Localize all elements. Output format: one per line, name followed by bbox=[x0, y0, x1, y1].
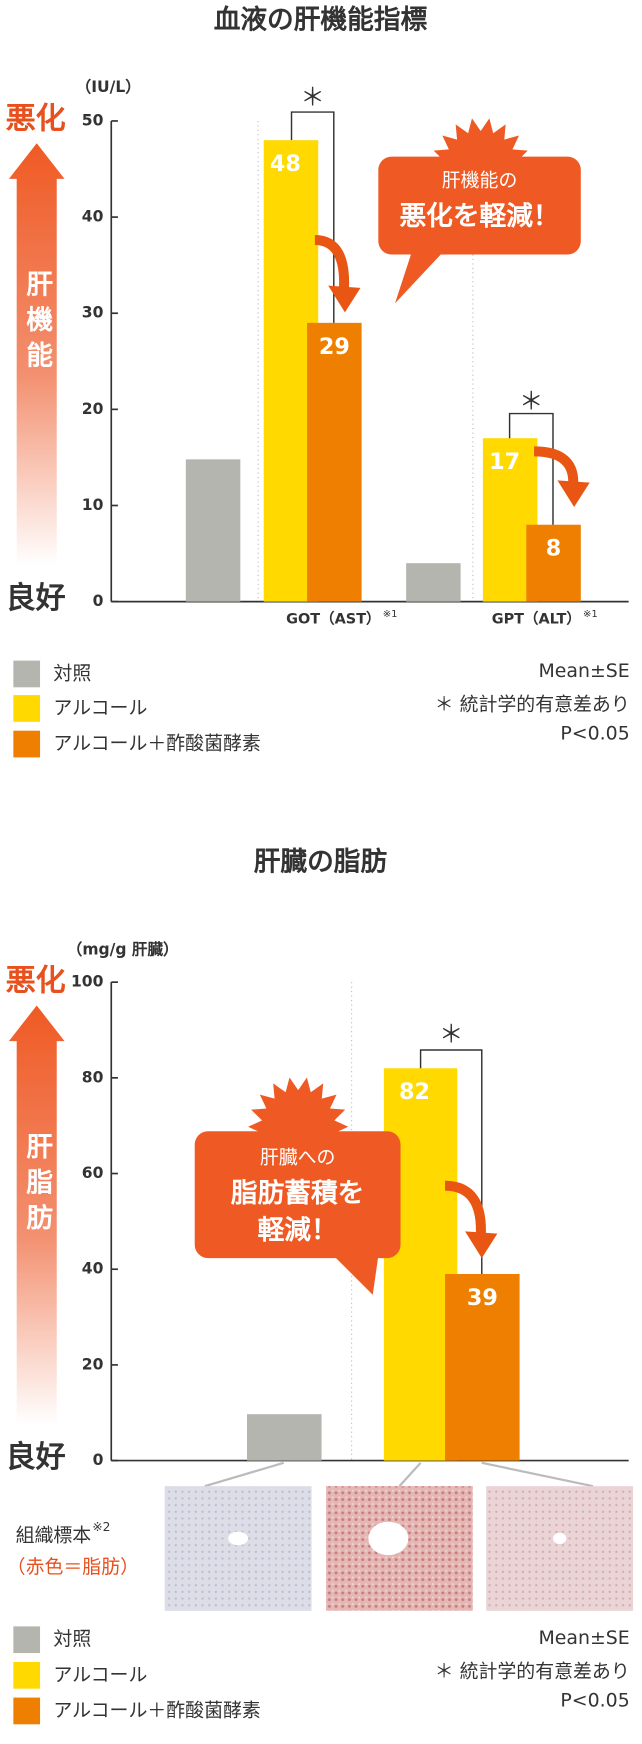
callout-tail bbox=[333, 1255, 379, 1295]
significance-mark: ＊ bbox=[519, 386, 543, 415]
significance-mark: ＊ bbox=[439, 1020, 463, 1049]
callout-text: 軽減！ bbox=[258, 1215, 338, 1246]
decrease-arrow bbox=[444, 1180, 486, 1239]
note: ＊ 統計学的有意差あり bbox=[435, 694, 630, 716]
legend-swatch bbox=[13, 730, 41, 758]
unit-label: （IU/L） bbox=[76, 78, 141, 96]
decrease-arrowhead bbox=[465, 1231, 498, 1259]
y-tick-label: 50 bbox=[82, 111, 104, 129]
legend-swatch bbox=[13, 1661, 41, 1689]
y-tick-label: 80 bbox=[82, 1068, 104, 1086]
x-tick-label: GPT（ALT） bbox=[492, 609, 581, 627]
y-tick-label: 30 bbox=[82, 304, 104, 322]
value-label: 17 bbox=[489, 449, 520, 475]
legend-label: アルコール＋酢酸菌酵素 bbox=[53, 1699, 260, 1721]
decrease-arrow bbox=[533, 446, 579, 488]
bar bbox=[445, 1274, 520, 1461]
value-label: 8 bbox=[546, 536, 561, 562]
y-tick-label: 40 bbox=[82, 208, 104, 226]
bar bbox=[185, 459, 241, 602]
callout-text: 悪化を軽減！ bbox=[399, 201, 559, 232]
value-label: 48 bbox=[270, 151, 301, 177]
note: P<0.05 bbox=[560, 723, 629, 745]
legend-label: 対照 bbox=[53, 662, 91, 684]
legend-label: アルコール＋酢酸菌酵素 bbox=[53, 733, 260, 755]
bar bbox=[406, 563, 461, 602]
note: ＊ 統計学的有意差あり bbox=[435, 1660, 630, 1682]
legend-swatch bbox=[13, 1697, 41, 1725]
scale-bottom: 良好 bbox=[6, 581, 66, 616]
x-tick-label: GOT（AST） bbox=[286, 609, 380, 627]
bar bbox=[247, 1414, 322, 1461]
legend-label: アルコール bbox=[53, 1664, 147, 1686]
note: P<0.05 bbox=[560, 1689, 629, 1711]
significance-bracket bbox=[419, 1049, 483, 1275]
specimen-connector bbox=[481, 1461, 594, 1488]
scale-label: 肝脂肪 bbox=[21, 1132, 52, 1239]
note: Mean±SE bbox=[538, 660, 629, 682]
legend-swatch bbox=[13, 1626, 41, 1654]
bar bbox=[526, 524, 581, 602]
scale-arrow bbox=[8, 1005, 65, 1425]
note: Mean±SE bbox=[538, 1627, 629, 1649]
legend-swatch bbox=[13, 695, 41, 722]
y-tick-label: 20 bbox=[82, 1355, 104, 1373]
scale-label: 肝機能 bbox=[21, 270, 52, 377]
specimen-connector bbox=[398, 1462, 422, 1487]
value-label: 39 bbox=[467, 1285, 498, 1311]
value-label: 82 bbox=[399, 1079, 430, 1105]
specimen-note: ※2 bbox=[92, 1520, 110, 1534]
specimen-image bbox=[164, 1486, 312, 1611]
y-tick-label: 20 bbox=[82, 400, 104, 418]
decrease-arrowhead bbox=[557, 480, 590, 508]
legend-swatch bbox=[13, 660, 41, 688]
y-tick-label: 0 bbox=[93, 1451, 104, 1469]
specimen-connector bbox=[204, 1461, 285, 1488]
x-tick-note: ※1 bbox=[583, 609, 598, 620]
callout-text: 肝機能の bbox=[442, 170, 518, 192]
callout-text: 肝臓への bbox=[260, 1146, 336, 1168]
significance-bracket bbox=[290, 111, 335, 323]
specimen-vessel bbox=[228, 1531, 249, 1546]
scale-bottom: 良好 bbox=[6, 1440, 66, 1475]
callout-box bbox=[194, 1131, 401, 1259]
specimen-vessel bbox=[552, 1532, 567, 1545]
y-tick-label: 10 bbox=[82, 496, 104, 514]
unit-label: （mg/g 肝臓） bbox=[67, 940, 179, 958]
specimen-caption: （赤色＝脂肪） bbox=[7, 1556, 139, 1578]
value-label: 29 bbox=[319, 334, 350, 360]
specimen-vessel bbox=[368, 1521, 409, 1556]
decrease-arrow bbox=[314, 235, 350, 293]
y-tick-label: 0 bbox=[93, 592, 104, 610]
significance-bracket bbox=[508, 412, 554, 525]
bar bbox=[307, 322, 362, 602]
callout-text: 脂肪蓄積を bbox=[231, 1178, 364, 1209]
y-tick-label: 100 bbox=[71, 973, 104, 991]
significance-mark: ＊ bbox=[300, 83, 324, 112]
specimen-label: 組織標本 bbox=[16, 1525, 92, 1547]
chart-title: 肝臓の脂肪 bbox=[254, 847, 388, 878]
x-tick-note: ※1 bbox=[383, 609, 398, 620]
y-tick-label: 40 bbox=[82, 1260, 104, 1278]
legend-label: アルコール bbox=[53, 697, 147, 719]
scale-top: 悪化 bbox=[6, 964, 66, 999]
legend-label: 対照 bbox=[53, 1628, 91, 1650]
scale-top: 悪化 bbox=[6, 101, 66, 136]
chart-title: 血液の肝機能指標 bbox=[214, 4, 428, 35]
callout-box bbox=[378, 156, 581, 255]
specimen-image bbox=[486, 1486, 634, 1611]
callout-tail bbox=[394, 252, 443, 304]
decrease-arrowhead bbox=[328, 285, 361, 313]
y-tick-label: 60 bbox=[82, 1164, 104, 1182]
scale-arrow bbox=[8, 143, 65, 567]
